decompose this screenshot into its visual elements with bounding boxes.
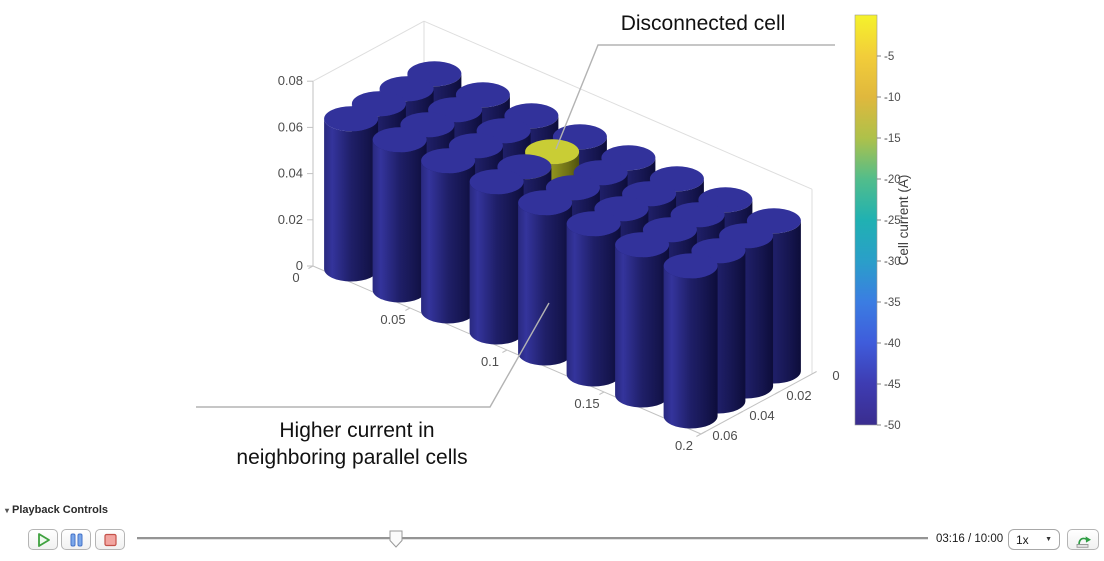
higher-current-annotation-line1: Higher current in (279, 419, 434, 442)
speed-dropdown[interactable]: 1x ▼ (1008, 529, 1060, 550)
colorbar-tick-label: -35 (884, 297, 901, 309)
colorbar-tick-label: -40 (884, 338, 901, 350)
annotations: Disconnected cell Higher current in neighb… (196, 12, 835, 469)
z-tick-label: 0.08 (278, 73, 303, 88)
colorbar-tick-label: -5 (884, 51, 894, 63)
colorbar-tick-label: -15 (884, 133, 901, 145)
export-video-icon (1076, 535, 1091, 548)
z-tick-label: 0.02 (278, 212, 303, 227)
stop-icon (104, 533, 117, 546)
axis-ticks: 0 0.02 0.04 0.06 0.08 0 0.05 0.1 0.15 0.2 0 0.02 0.0… (278, 73, 840, 453)
battery-cell (615, 232, 670, 408)
battery-cell (663, 253, 718, 429)
colorbar-tick-label: -45 (884, 379, 901, 391)
dropdown-caret-icon: ▼ (1045, 536, 1052, 543)
x-tick-label: 0.15 (574, 396, 599, 411)
pause-icon (70, 533, 83, 546)
collapse-caret-icon: ▾ (5, 505, 10, 515)
battery-cell (566, 211, 621, 387)
playback-controls-header[interactable]: ▾ Playback Controls (5, 504, 108, 516)
x-tick-label: 0 (292, 270, 299, 285)
speed-value: 1x (1016, 532, 1029, 547)
playback-controls-label: Playback Controls (12, 504, 108, 516)
y-tick-label: 0.02 (786, 388, 811, 403)
colorbar-tick-label: -50 (884, 420, 901, 432)
disconnected-cell-leader-line (555, 44, 835, 150)
battery-cell (372, 127, 427, 303)
playback-controls-panel: ▾ Playback Controls 03:16 / 10:00 (0, 500, 1104, 561)
colorbar-axis-label: Cell current (A) (896, 175, 911, 266)
battery-cell (324, 106, 379, 282)
disconnected-cell-annotation: Disconnected cell (621, 12, 786, 35)
colorbar: -5 -10 -15 -20 -25 -30 -35 -40 -45 -50 Cell curren… (854, 14, 911, 432)
x-tick-label: 0.05 (380, 312, 405, 327)
cell-current-3d-plot[interactable]: 0 0.02 0.04 0.06 0.08 0 0.05 0.1 0.15 0.2 0 0.02 0.0… (0, 0, 1104, 500)
colorbar-tick-label: -25 (884, 215, 901, 227)
timeline-track[interactable] (137, 537, 928, 539)
colorbar-tick-label: -20 (884, 174, 901, 186)
battery-cell (421, 148, 476, 324)
z-tick-label: 0 (296, 258, 303, 273)
y-tick-label: 0 (832, 368, 839, 383)
higher-current-annotation-line2: neighboring parallel cells (236, 446, 467, 469)
play-icon (38, 532, 50, 547)
stop-button[interactable] (95, 529, 125, 550)
z-tick-label: 0.06 (278, 119, 303, 134)
battery-cell (469, 169, 524, 345)
y-tick-label: 0.04 (749, 408, 774, 423)
battery-cells (324, 61, 801, 429)
higher-current-leader-line (196, 302, 550, 408)
timeline-slider[interactable] (137, 530, 928, 548)
x-tick-label: 0.2 (675, 438, 693, 453)
y-tick-label: 0.06 (712, 428, 737, 443)
timeline-thumb[interactable] (389, 530, 403, 548)
pause-button[interactable] (61, 529, 91, 550)
z-tick-label: 0.04 (278, 166, 303, 181)
battery-cell (518, 190, 573, 366)
time-display: 03:16 / 10:00 (936, 533, 1004, 545)
colorbar-tick-label: -10 (884, 92, 901, 104)
play-button[interactable] (28, 529, 58, 550)
colorbar-tick-label: -30 (884, 256, 901, 268)
x-tick-label: 0.1 (481, 354, 499, 369)
export-button[interactable] (1067, 529, 1099, 550)
